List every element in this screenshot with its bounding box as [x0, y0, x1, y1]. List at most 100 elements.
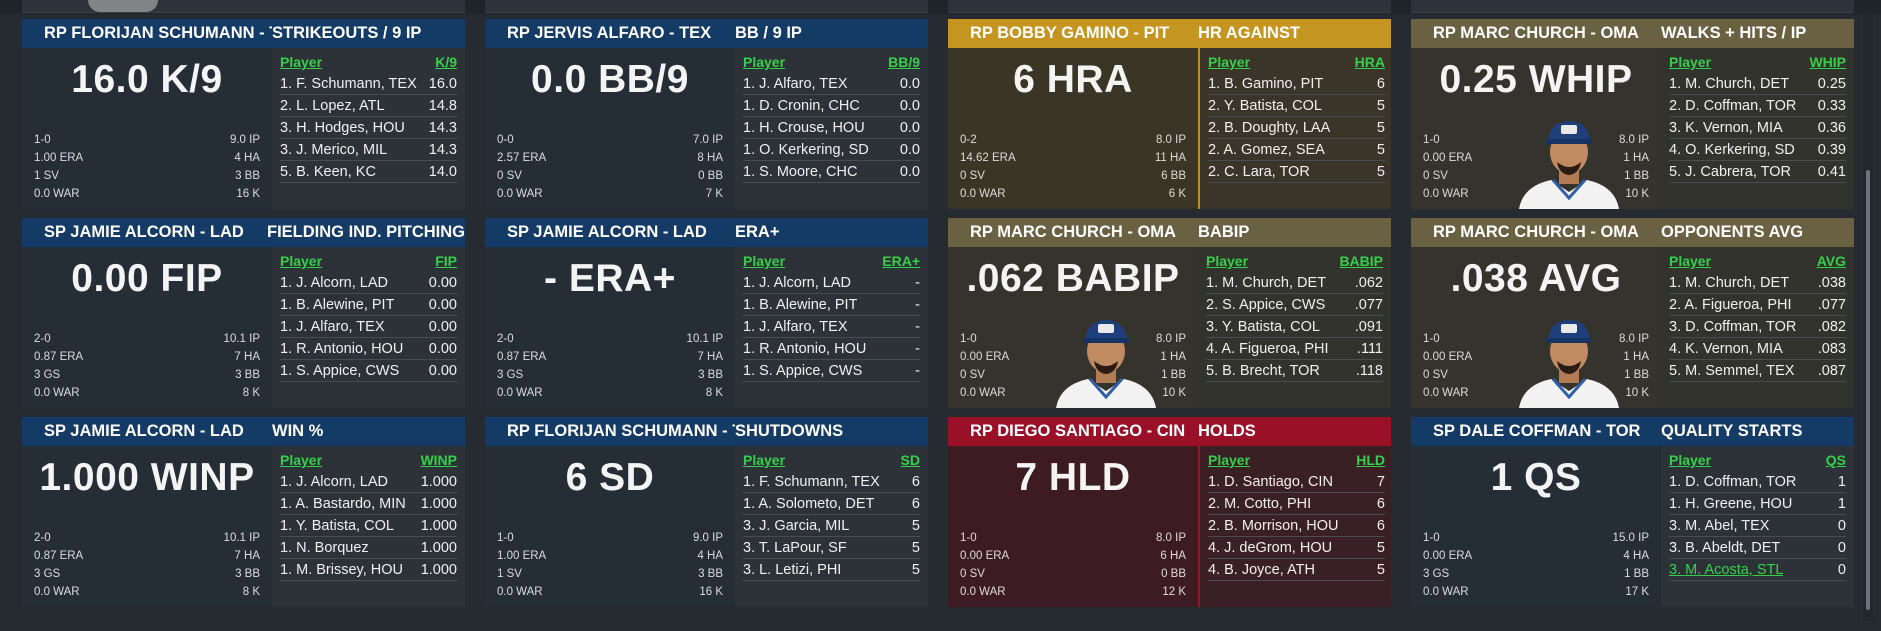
leader-name[interactable]: 2. S. Appice, CWS	[1206, 297, 1326, 313]
leader-name[interactable]: 1. N. Borquez	[280, 540, 369, 556]
leaderboard-row[interactable]: 1. F. Schumann, TEX 6	[743, 472, 920, 493]
leader-name[interactable]: 5. B. Keen, KC	[280, 164, 376, 180]
leaderboard-header[interactable]: Player QS	[1669, 452, 1846, 468]
leaderboard-header[interactable]: Player FIP	[280, 253, 457, 269]
leaderboard-row[interactable]: 5. B. Brecht, TOR .118	[1206, 361, 1383, 382]
leader-name[interactable]: 1. H. Greene, HOU	[1669, 496, 1793, 512]
leaderboard-row[interactable]: 3. H. Hodges, HOU 14.3	[280, 118, 457, 139]
leaderboard-header[interactable]: Player HRA	[1208, 54, 1385, 70]
player-column-header[interactable]: Player	[280, 54, 323, 70]
leader-name[interactable]: 3. M. Abel, TEX	[1669, 518, 1770, 534]
featured-player-name[interactable]: SP JAMIE ALCORN - LAD	[44, 223, 244, 241]
leaderboard-row[interactable]: 5. J. Cabrera, TOR 0.41	[1669, 162, 1846, 183]
leader-name[interactable]: 5. B. Brecht, TOR	[1206, 363, 1320, 379]
leader-name[interactable]: 1. R. Antonio, HOU	[743, 341, 867, 357]
leader-name[interactable]: 5. J. Cabrera, TOR	[1669, 164, 1791, 180]
leaderboard-row[interactable]: 1. R. Antonio, HOU 0.00	[280, 339, 457, 360]
leader-card[interactable]: RP JERVIS ALFARO - TEX BB / 9 IP 0.0 BB/…	[485, 19, 928, 209]
leader-name[interactable]: 4. J. deGrom, HOU	[1208, 540, 1333, 556]
leaderboard-row[interactable]: 1. N. Borquez 1.000	[280, 538, 457, 559]
leaderboard-header[interactable]: Player AVG	[1669, 253, 1846, 269]
leaderboard-row[interactable]: 2. M. Cotto, PHI 6	[1208, 494, 1385, 515]
leaderboard-header[interactable]: Player ERA+	[743, 253, 920, 269]
leaderboard-row[interactable]: 3. M. Acosta, STL 0	[1669, 560, 1846, 581]
player-column-header[interactable]: Player	[1208, 54, 1251, 70]
leaderboard-row[interactable]: 1. J. Alcorn, LAD -	[743, 273, 920, 294]
leaderboard-row[interactable]: 3. J. Merico, MIL 14.3	[280, 140, 457, 161]
value-column-header[interactable]: BABIP	[1339, 253, 1383, 269]
value-column-header[interactable]: FIP	[435, 253, 457, 269]
scrollbar-thumb[interactable]	[1866, 170, 1870, 610]
value-column-header[interactable]: ERA+	[882, 253, 920, 269]
leader-name[interactable]: 1. R. Antonio, HOU	[280, 341, 404, 357]
leader-name[interactable]: 1. J. Alcorn, LAD	[280, 474, 388, 490]
leaderboard-row[interactable]: 4. A. Figueroa, PHI .111	[1206, 339, 1383, 360]
value-column-header[interactable]: WHIP	[1809, 54, 1846, 70]
leader-name[interactable]: 3. K. Vernon, MIA	[1669, 120, 1783, 136]
leader-name[interactable]: 1. D. Coffman, TOR	[1669, 474, 1797, 490]
leaderboard-header[interactable]: Player WHIP	[1669, 54, 1846, 70]
leaderboard-row[interactable]: 1. A. Solometo, DET 6	[743, 494, 920, 515]
leaderboard-row[interactable]: 3. J. Garcia, MIL 5	[743, 516, 920, 537]
leader-card[interactable]: SP DALE COFFMAN - TOR QUALITY STARTS 1 Q…	[1411, 417, 1854, 607]
leader-name[interactable]: 2. Y. Batista, COL	[1208, 98, 1322, 114]
leader-card[interactable]: RP MARC CHURCH - OMA OPPONENTS AVG .038 …	[1411, 218, 1854, 408]
leader-name[interactable]: 1. S. Moore, CHC	[743, 164, 858, 180]
featured-player-name[interactable]: RP JERVIS ALFARO - TEX	[507, 24, 712, 42]
leader-card[interactable]: RP MARC CHURCH - OMA BABIP .062 BABIP 1-…	[948, 218, 1391, 408]
leaderboard-row[interactable]: 4. K. Vernon, MIA .083	[1669, 339, 1846, 360]
value-column-header[interactable]: K/9	[435, 54, 457, 70]
value-column-header[interactable]: BB/9	[888, 54, 920, 70]
leaderboard-row[interactable]: 1. D. Santiago, CIN 7	[1208, 472, 1385, 493]
leader-name[interactable]: 4. O. Kerkering, SD	[1669, 142, 1795, 158]
leader-name[interactable]: 1. M. Church, DET	[1669, 76, 1790, 92]
leaderboard-row[interactable]: 1. S. Appice, CWS -	[743, 361, 920, 382]
leaderboard-header[interactable]: Player BABIP	[1206, 253, 1383, 269]
leader-name[interactable]: 1. J. Alfaro, TEX	[280, 319, 385, 335]
leaderboard-row[interactable]: 1. H. Greene, HOU 1	[1669, 494, 1846, 515]
value-column-header[interactable]: QS	[1825, 452, 1846, 468]
leaderboard-header[interactable]: Player WINP	[280, 452, 457, 468]
leaderboard-row[interactable]: 2. B. Morrison, HOU 6	[1208, 516, 1385, 537]
leaderboard-row[interactable]: 2. B. Doughty, LAA 5	[1208, 118, 1385, 139]
leader-name[interactable]: 2. B. Morrison, HOU	[1208, 518, 1339, 534]
leader-name[interactable]: 3. T. LaPour, SF	[743, 540, 847, 556]
leaderboard-row[interactable]: 3. B. Abeldt, DET 0	[1669, 538, 1846, 559]
featured-player-name[interactable]: RP MARC CHURCH - OMA	[1433, 24, 1639, 42]
leader-name[interactable]: 3. M. Acosta, STL	[1669, 562, 1784, 578]
leader-name[interactable]: 1. S. Appice, CWS	[280, 363, 400, 379]
value-column-header[interactable]: AVG	[1816, 253, 1846, 269]
leaderboard-row[interactable]: 1. J. Alfaro, TEX 0.00	[280, 317, 457, 338]
leader-name[interactable]: 1. M. Church, DET	[1669, 275, 1790, 291]
leader-card[interactable]: RP BOBBY GAMINO - PIT HR AGAINST 6 HRA 0…	[948, 19, 1391, 209]
leaderboard-row[interactable]: 1. M. Church, DET .062	[1206, 273, 1383, 294]
player-column-header[interactable]: Player	[743, 253, 786, 269]
leaderboard-row[interactable]: 1. J. Alfaro, TEX -	[743, 317, 920, 338]
leader-name[interactable]: 1. B. Alewine, PIT	[280, 297, 395, 313]
featured-player-name[interactable]: SP JAMIE ALCORN - LAD	[44, 422, 244, 440]
leaderboard-row[interactable]: 1. B. Gamino, PIT 6	[1208, 74, 1385, 95]
player-column-header[interactable]: Player	[1669, 253, 1712, 269]
featured-player-name[interactable]: SP DALE COFFMAN - TOR	[1433, 422, 1641, 440]
value-column-header[interactable]: SD	[900, 452, 920, 468]
leader-name[interactable]: 5. M. Semmel, TEX	[1669, 363, 1795, 379]
leader-name[interactable]: 1. J. Alfaro, TEX	[743, 76, 848, 92]
featured-player-name[interactable]: RP FLORIJAN SCHUMANN - TEX	[44, 24, 272, 42]
leader-card[interactable]: SP JAMIE ALCORN - LAD WIN % 1.000 WINP 2…	[22, 417, 465, 607]
leaderboard-row[interactable]: 1. B. Alewine, PIT 0.00	[280, 295, 457, 316]
player-column-header[interactable]: Player	[1669, 452, 1712, 468]
leaderboard-header[interactable]: Player BB/9	[743, 54, 920, 70]
leader-card[interactable]: SP JAMIE ALCORN - LAD FIELDING IND. PITC…	[22, 218, 465, 408]
leader-name[interactable]: 3. H. Hodges, HOU	[280, 120, 405, 136]
leader-name[interactable]: 1. F. Schumann, TEX	[743, 474, 880, 490]
leader-card[interactable]: RP FLORIJAN SCHUMANN - TEX STRIKEOUTS / …	[22, 19, 465, 209]
leader-name[interactable]: 3. D. Coffman, TOR	[1669, 319, 1797, 335]
player-column-header[interactable]: Player	[280, 253, 323, 269]
leaderboard-row[interactable]: 1. H. Crouse, HOU 0.0	[743, 118, 920, 139]
leader-card[interactable]: RP FLORIJAN SCHUMANN - TEX SHUTDOWNS 6 S…	[485, 417, 928, 607]
leaderboard-row[interactable]: 1. O. Kerkering, SD 0.0	[743, 140, 920, 161]
leader-name[interactable]: 2. L. Lopez, ATL	[280, 98, 385, 114]
leaderboard-row[interactable]: 2. A. Gomez, SEA 5	[1208, 140, 1385, 161]
value-column-header[interactable]: HRA	[1354, 54, 1385, 70]
featured-player-name[interactable]: RP BOBBY GAMINO - PIT	[970, 24, 1170, 42]
